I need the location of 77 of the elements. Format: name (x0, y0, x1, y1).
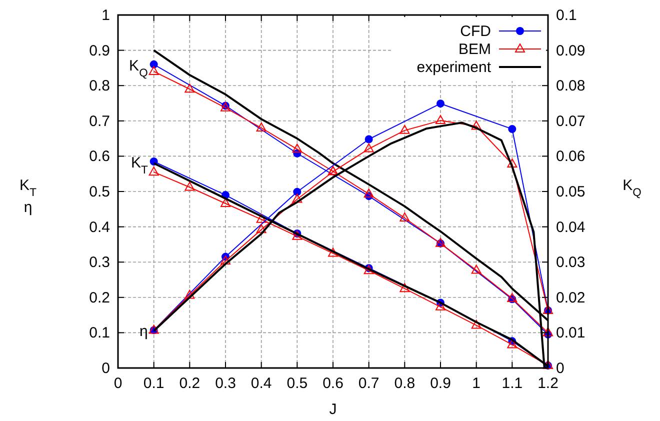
y-axis-title: K$_{T}$ η (20, 177, 37, 216)
x-tick-label: 0.6 (322, 375, 344, 392)
x-tick-label: 0.1 (143, 375, 164, 392)
x-tick-label: 0 (114, 375, 122, 392)
y-tick-label: 0.1 (89, 324, 110, 342)
y2-tick-label: 0.03 (556, 254, 586, 272)
y2-axis-title: K$_{Q}$ (622, 177, 642, 199)
point (256, 122, 266, 132)
y2-tick-label: 0.08 (556, 78, 586, 95)
annotation: η (139, 323, 148, 340)
x-axis-title: J (329, 401, 337, 418)
y-tick-label: 0.4 (89, 218, 110, 236)
legend-label: CFD (460, 23, 492, 40)
legend-label: BEM (458, 41, 491, 58)
point (400, 212, 410, 222)
y-tick-label: 0.2 (89, 289, 110, 306)
y2-tick-label: 0.06 (556, 148, 586, 166)
point (364, 143, 374, 152)
y-tick-label: 0 (102, 360, 110, 377)
point (328, 248, 338, 257)
y-tick-label: 0.8 (89, 78, 110, 95)
annotation: K$_{Q}$ (129, 57, 148, 80)
point (471, 320, 482, 329)
point (292, 144, 302, 153)
point (471, 120, 482, 130)
point (436, 301, 446, 310)
point (184, 182, 195, 191)
y2-tick-label: 0.1 (556, 7, 577, 24)
y-tick-label: 0.5 (89, 184, 110, 200)
x-tick-label: 1.1 (502, 375, 523, 392)
x-tick-label: 0.2 (179, 375, 200, 392)
y-tick-label: 0.3 (89, 254, 110, 272)
point (256, 214, 266, 223)
x-tick-label: 0.4 (250, 375, 272, 392)
y2-tick-label: 0.02 (556, 289, 586, 306)
point (184, 84, 195, 93)
y2-tick-label: 0.07 (556, 112, 586, 130)
x-tick-label: 0.3 (215, 375, 236, 392)
y2-tick-label: 0.09 (556, 42, 586, 60)
point (400, 283, 410, 292)
legend-label: experiment (416, 59, 492, 76)
y-tick-label: 1 (102, 7, 110, 24)
x-tick-label: 0.7 (358, 375, 380, 392)
point (220, 198, 230, 207)
x-tick-label: 1 (472, 375, 481, 392)
point (293, 188, 302, 196)
y2-tick-label: 0.04 (556, 218, 586, 236)
y-tick-label: 0.9 (89, 42, 110, 60)
point (507, 339, 518, 348)
point (256, 224, 266, 234)
annotation: K$_{T}$ (130, 154, 148, 176)
point (471, 264, 482, 274)
point (184, 290, 195, 299)
point (364, 188, 374, 198)
point (436, 100, 444, 108)
y2-tick-label: 0.05 (556, 184, 586, 200)
point (148, 66, 159, 75)
y2-tick-label: 0.01 (556, 324, 586, 342)
y-tick-label: 0.6 (89, 148, 110, 166)
point (220, 256, 230, 265)
point (507, 158, 518, 168)
point (292, 230, 302, 240)
x-tick-label: 0.9 (430, 375, 451, 392)
point (148, 166, 159, 176)
point (400, 124, 410, 134)
y-tick-label: 0.7 (89, 112, 110, 130)
x-tick-label: 1.2 (538, 375, 558, 392)
x-tick-label: 0.8 (394, 375, 416, 392)
point (436, 115, 446, 124)
point (364, 135, 373, 144)
x-tick-label: 0.5 (286, 375, 308, 392)
point (507, 292, 518, 302)
y2-tick-label: 0 (556, 360, 564, 377)
point (508, 125, 516, 134)
point (150, 60, 158, 68)
point (543, 327, 553, 336)
point (292, 194, 302, 203)
